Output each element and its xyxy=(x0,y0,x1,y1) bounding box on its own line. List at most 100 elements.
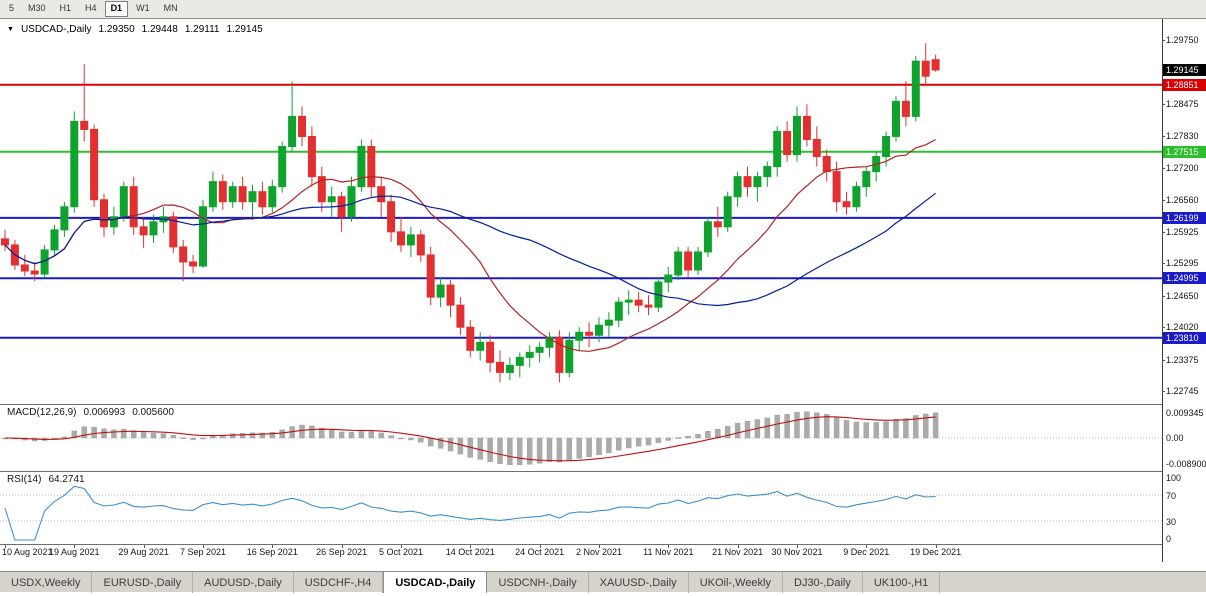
chart-symbol-label: USDCAD-,Daily xyxy=(20,24,92,35)
time-axis-tick xyxy=(470,545,472,548)
ma-fast-line xyxy=(4,138,936,352)
macd-histogram-bar xyxy=(546,437,553,462)
rsi-axis-label: 0 xyxy=(1166,534,1172,544)
time-axis-tick xyxy=(539,545,541,548)
macd-histogram-bar xyxy=(675,437,681,439)
macd-histogram-bar xyxy=(329,429,335,439)
candle-body xyxy=(258,191,267,208)
candle-body xyxy=(446,284,455,306)
macd-histogram-bar xyxy=(932,412,939,439)
panel-divider[interactable] xyxy=(0,404,1206,405)
price-scale-dash xyxy=(1162,327,1165,329)
candle-body xyxy=(892,100,900,137)
candle-body xyxy=(614,301,623,321)
rsi-panel-canvas[interactable] xyxy=(0,472,1162,544)
candle-body xyxy=(426,254,435,298)
tab-usdcnh-daily[interactable]: USDCNH-,Daily xyxy=(487,572,589,593)
price-scale-dash xyxy=(1162,135,1165,137)
timeframe-button-mn[interactable]: MN xyxy=(158,1,184,17)
macd-histogram-bar xyxy=(695,434,701,439)
candle-body xyxy=(545,336,554,348)
macd-main-value: 0.006993 xyxy=(83,407,126,418)
macd-histogram-bar xyxy=(665,437,671,441)
candle-body xyxy=(604,319,613,326)
candle-body xyxy=(218,181,227,203)
time-axis-label: 2 Nov 2021 xyxy=(575,547,623,557)
candle-body xyxy=(535,346,544,353)
macd-histogram-bar xyxy=(130,430,137,439)
price-tick-label: 1.27200 xyxy=(1166,162,1199,173)
candle-body xyxy=(664,274,673,283)
tab-ukoil-weekly[interactable]: UKOil-,Weekly xyxy=(689,572,783,593)
macd-histogram-bar xyxy=(259,432,266,439)
timeframe-button-5[interactable]: 5 xyxy=(3,1,20,17)
macd-histogram-bar xyxy=(705,431,711,439)
macd-histogram-bar xyxy=(596,437,602,456)
rsi-value: 64.2741 xyxy=(48,474,85,485)
tab-usdchf-h4[interactable]: USDCHF-,H4 xyxy=(294,572,384,593)
candle-body xyxy=(694,251,702,271)
candle-body xyxy=(525,351,534,358)
macd-histogram-bar xyxy=(536,437,543,464)
timeframe-button-h4[interactable]: H4 xyxy=(79,1,103,17)
time-axis-tick xyxy=(737,545,739,548)
panel-divider[interactable] xyxy=(0,471,1206,472)
macd-histogram-bar xyxy=(833,417,840,439)
candle-body xyxy=(1,238,9,246)
price-tick-label: 1.29750 xyxy=(1166,34,1199,45)
time-axis-label: 16 Sep 2021 xyxy=(246,547,298,557)
macd-histogram-bar xyxy=(893,419,899,439)
macd-histogram-bar xyxy=(903,418,909,439)
timeframe-button-h1[interactable]: H1 xyxy=(54,1,78,17)
macd-histogram-bar xyxy=(497,437,503,464)
candle-body xyxy=(60,206,69,231)
candle-body xyxy=(90,128,99,201)
candle-body xyxy=(852,186,861,208)
candle-body xyxy=(595,324,603,336)
candle-body xyxy=(50,229,59,251)
macd-histogram-bar xyxy=(824,414,830,439)
macd-panel-canvas[interactable] xyxy=(0,405,1162,471)
time-axis-tick xyxy=(401,545,402,548)
candle-body xyxy=(476,341,485,351)
candle-body xyxy=(644,304,653,308)
rsi-axis-label: 30 xyxy=(1166,516,1177,527)
price-scale-dash xyxy=(1162,167,1165,169)
time-axis-label: 29 Aug 2021 xyxy=(118,547,169,557)
tab-xauusd-daily[interactable]: XAUUSD-,Daily xyxy=(589,572,689,593)
candle-body xyxy=(367,146,376,188)
tab-uk100-h1[interactable]: UK100-,H1 xyxy=(863,572,941,593)
candle-body xyxy=(486,341,495,363)
macd-histogram-bar xyxy=(81,426,87,439)
price-tick-label: 1.22745 xyxy=(1166,386,1199,397)
price-chart-canvas[interactable] xyxy=(0,19,1162,404)
tab-eurusd-daily[interactable]: EURUSD-,Daily xyxy=(92,572,194,593)
macd-histogram-bar xyxy=(61,436,68,439)
macd-histogram-bar xyxy=(418,437,424,443)
time-axis-label: 21 Nov 2021 xyxy=(712,547,764,557)
tab-usdcad-daily[interactable]: USDCAD-,Daily xyxy=(383,572,488,593)
macd-signal-line xyxy=(4,416,936,462)
candle-body xyxy=(783,130,792,156)
candle-body xyxy=(773,130,782,168)
timeframe-button-w1[interactable]: W1 xyxy=(130,1,156,17)
macd-histogram-bar xyxy=(873,422,879,439)
tab-usdx-weekly[interactable]: USDX,Weekly xyxy=(0,572,93,593)
rsi-line xyxy=(4,485,936,541)
time-axis[interactable]: 10 Aug 2021 19 Aug 2021 29 Aug 2021 7 Sep 2… xyxy=(0,545,1162,562)
timeframe-button-m30[interactable]: M30 xyxy=(22,1,52,17)
candle-body xyxy=(307,135,316,178)
panel-divider xyxy=(0,544,1206,545)
time-axis-tick xyxy=(797,545,798,548)
macd-histogram-bar xyxy=(319,427,325,439)
time-axis-tick xyxy=(935,545,937,548)
price-scale-dash xyxy=(1162,263,1165,265)
candle-body xyxy=(387,201,396,233)
tab-audusd-daily[interactable]: AUDUSD-,Daily xyxy=(193,572,294,593)
tab-dj30-daily[interactable]: DJ30-,Daily xyxy=(783,572,863,593)
time-axis-label: 11 Nov 2021 xyxy=(643,547,694,557)
candle-body xyxy=(466,326,475,351)
timeframe-button-d1[interactable]: D1 xyxy=(104,1,129,17)
time-axis-label: 7 Sep 2021 xyxy=(179,547,227,557)
price-scale[interactable] xyxy=(1162,19,1206,562)
